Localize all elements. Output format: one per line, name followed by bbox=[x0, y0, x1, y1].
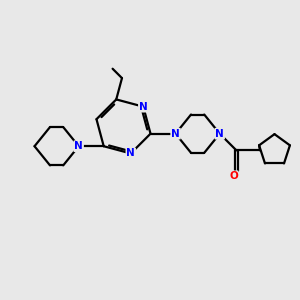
Text: N: N bbox=[126, 148, 135, 158]
Text: N: N bbox=[171, 129, 180, 139]
Text: N: N bbox=[215, 129, 224, 139]
Text: O: O bbox=[229, 171, 238, 181]
Text: N: N bbox=[74, 141, 83, 151]
Text: N: N bbox=[139, 102, 148, 112]
